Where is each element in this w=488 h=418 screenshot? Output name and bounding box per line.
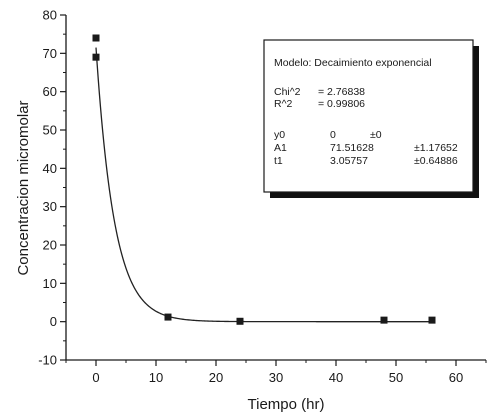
stats-param-error: ±1.17652 [414, 142, 458, 154]
y-tick-label: 50 [43, 123, 57, 138]
stats-param-name: A1 [274, 142, 287, 154]
y-tick-label: 80 [43, 8, 57, 23]
stats-param-value: 71.51628 [330, 142, 374, 154]
tick-labels: -10 0 10 20 30 40 50 60 70 80 0 10 20 30 40 50 60 [38, 8, 463, 386]
stats-box-frame [263, 39, 474, 193]
stats-param-value: 0 [330, 129, 336, 141]
data-points [92, 34, 436, 325]
fit-curve [95, 47, 432, 323]
x-axis-title: Tiempo (hr) [248, 396, 325, 413]
y-tick-label: 30 [43, 199, 57, 214]
y-tick-label: -10 [38, 353, 57, 368]
y-tick-label: 40 [43, 161, 57, 176]
y-tick-label: 20 [43, 238, 57, 253]
stats-chi2-value: = 2.76838 [318, 86, 365, 98]
stats-param-name: y0 [274, 129, 285, 141]
x-tick-label: 10 [149, 370, 163, 385]
stats-r2-label: R^2 [274, 98, 293, 110]
data-point [236, 317, 244, 325]
data-point [164, 313, 172, 321]
x-tick-label: 0 [92, 370, 99, 385]
fit-stats-box: Modelo: Decaimiento exponencial Chi^2 = … [263, 39, 479, 198]
x-tick-label: 30 [269, 370, 283, 385]
stats-param-name: t1 [274, 155, 283, 167]
stats-param-error: ±0.64886 [414, 155, 458, 167]
x-tick-label: 40 [329, 370, 343, 385]
ticks [60, 14, 487, 366]
data-point [92, 34, 100, 42]
y-tick-label: 0 [50, 314, 57, 329]
x-tick-label: 60 [449, 370, 463, 385]
data-point [92, 53, 100, 61]
x-tick-label: 50 [389, 370, 403, 385]
stats-param-value: 3.05757 [330, 155, 368, 167]
stats-r2-value: = 0.99806 [318, 98, 365, 110]
y-tick-label: 70 [43, 46, 57, 61]
data-point [428, 316, 436, 324]
stats-model-title: Modelo: Decaimiento exponencial [274, 57, 432, 69]
y-tick-label: 60 [43, 84, 57, 99]
stats-chi2-label: Chi^2 [274, 86, 301, 98]
y-axis-title: Concentracion micromolar [15, 100, 32, 275]
y-tick-label: 10 [43, 276, 57, 291]
data-point [380, 316, 388, 324]
stats-param-error: ±0 [370, 129, 382, 141]
x-tick-label: 20 [209, 370, 223, 385]
